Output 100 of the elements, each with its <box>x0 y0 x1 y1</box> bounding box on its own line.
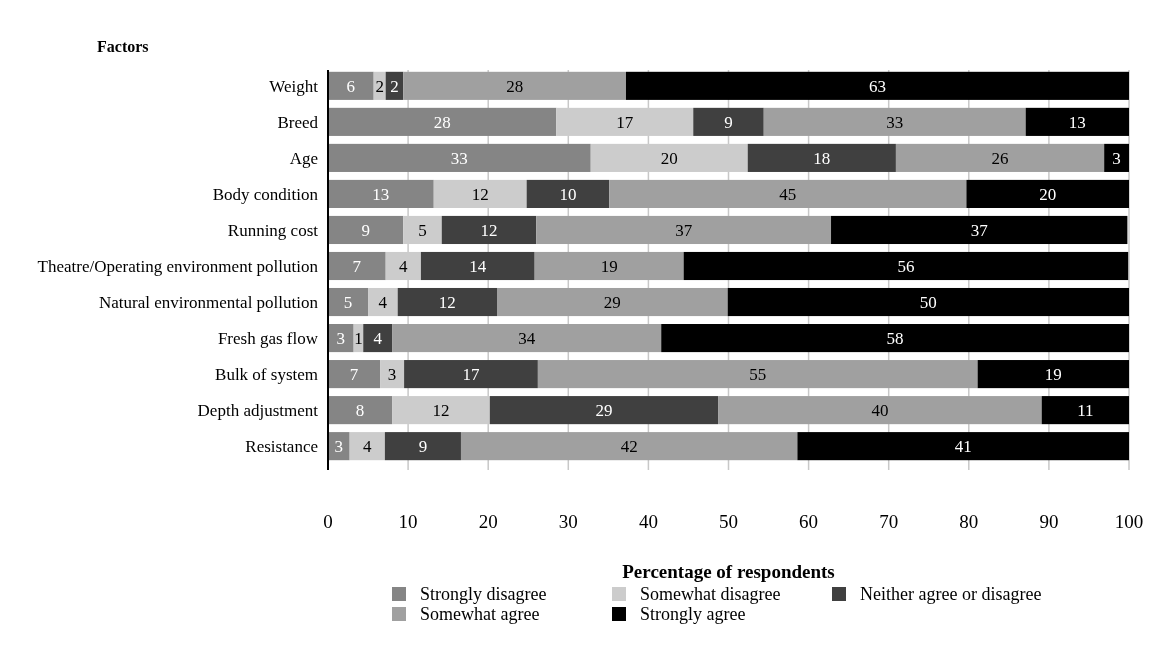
bar <box>328 360 381 389</box>
x-tick-label: 50 <box>719 511 738 532</box>
x-tick-label: 30 <box>558 511 578 532</box>
data-label: 17 <box>616 112 634 132</box>
bar <box>384 432 461 461</box>
data-label: 56 <box>897 256 915 276</box>
y-tick-label: Body condition <box>212 184 319 204</box>
data-label: 50 <box>919 292 937 312</box>
legend-label: Somewhat disagree <box>640 584 781 604</box>
bar <box>683 251 1129 281</box>
data-label: 28 <box>506 76 524 96</box>
data-label: 33 <box>450 148 468 168</box>
bar <box>397 287 498 317</box>
bar <box>763 107 1026 136</box>
data-label: 3 <box>387 365 397 385</box>
bar <box>441 215 537 245</box>
data-label: 29 <box>603 292 621 312</box>
bar <box>489 396 719 425</box>
data-label: 37 <box>970 220 989 240</box>
x-tick-label: 100 <box>1114 511 1144 532</box>
bar <box>727 287 1129 317</box>
bar <box>609 179 967 208</box>
legend-label: Neither agree or disagree <box>860 584 1042 604</box>
x-tick-label: 10 <box>398 511 418 532</box>
bar <box>537 360 978 389</box>
bar <box>977 360 1129 389</box>
data-label: 19 <box>600 256 618 276</box>
y-tick-label: Fresh gas flow <box>217 329 319 349</box>
data-label: 11 <box>1077 401 1094 421</box>
bar <box>363 324 393 353</box>
data-label: 29 <box>595 401 613 421</box>
data-label: 55 <box>749 365 767 385</box>
data-label: 12 <box>438 292 456 312</box>
bar <box>328 71 374 100</box>
data-label: 42 <box>620 437 638 457</box>
data-label: 4 <box>378 292 388 312</box>
bar <box>328 107 557 136</box>
bar <box>420 251 535 281</box>
x-tick-label: 20 <box>478 511 498 532</box>
bar <box>497 287 728 317</box>
legend-label: Strongly agree <box>640 604 746 624</box>
bar <box>831 215 1128 245</box>
data-label: 9 <box>361 220 370 240</box>
data-label: 6 <box>346 76 356 96</box>
legend-label: Somewhat agree <box>420 604 540 624</box>
bar <box>328 396 393 425</box>
data-label: 4 <box>373 329 383 349</box>
bar <box>368 287 398 317</box>
data-label: 1 <box>354 329 363 349</box>
data-label: 8 <box>355 401 365 421</box>
bar <box>403 71 626 100</box>
x-tick-label: 40 <box>638 511 658 532</box>
x-axis-title: Percentage of respondents <box>622 561 835 582</box>
bar <box>661 324 1129 353</box>
data-label: 2 <box>375 76 384 96</box>
y-tick-label: Age <box>289 148 318 168</box>
bar <box>895 143 1105 172</box>
data-label: 13 <box>372 184 390 204</box>
data-label: 58 <box>886 329 904 349</box>
data-label: 3 <box>336 329 346 349</box>
bar <box>966 179 1129 208</box>
bar <box>797 432 1129 461</box>
bar <box>718 396 1042 425</box>
x-tick-label: 90 <box>1039 511 1059 532</box>
data-label: 9 <box>418 437 428 457</box>
data-label: 12 <box>471 184 489 204</box>
y-tick-label: Breed <box>277 112 319 132</box>
bar <box>328 179 434 208</box>
bar <box>536 215 832 245</box>
bar <box>693 107 764 136</box>
bar <box>1025 107 1129 136</box>
data-label: 7 <box>349 365 359 385</box>
x-tick-label: 80 <box>959 511 979 532</box>
data-label: 26 <box>991 148 1009 168</box>
x-tick-label: 70 <box>879 511 899 532</box>
data-label: 2 <box>390 76 399 96</box>
data-label: 19 <box>1044 365 1062 385</box>
x-tick-label: 60 <box>799 511 819 532</box>
data-label: 13 <box>1068 112 1086 132</box>
bar <box>392 324 662 353</box>
y-tick-label: Running cost <box>227 220 319 240</box>
bar <box>328 287 369 317</box>
data-label: 18 <box>813 148 831 168</box>
data-label: 5 <box>343 292 353 312</box>
bar <box>534 251 684 281</box>
text: Factors <box>97 38 149 55</box>
data-label: 33 <box>886 112 904 132</box>
y-tick-label: Bulk of system <box>215 365 318 385</box>
data-label: 20 <box>660 148 678 168</box>
data-label: 12 <box>480 220 498 240</box>
data-label: 9 <box>724 112 733 132</box>
y-tick-label: Natural environmental pollution <box>98 292 319 312</box>
legend-label: Strongly disagree <box>420 584 547 604</box>
bar <box>328 251 386 281</box>
bar <box>747 143 896 172</box>
bar <box>1041 396 1129 425</box>
data-label: 41 <box>954 437 972 457</box>
data-label: 17 <box>462 365 480 385</box>
data-label: 3 <box>334 437 344 457</box>
bar <box>328 143 591 172</box>
